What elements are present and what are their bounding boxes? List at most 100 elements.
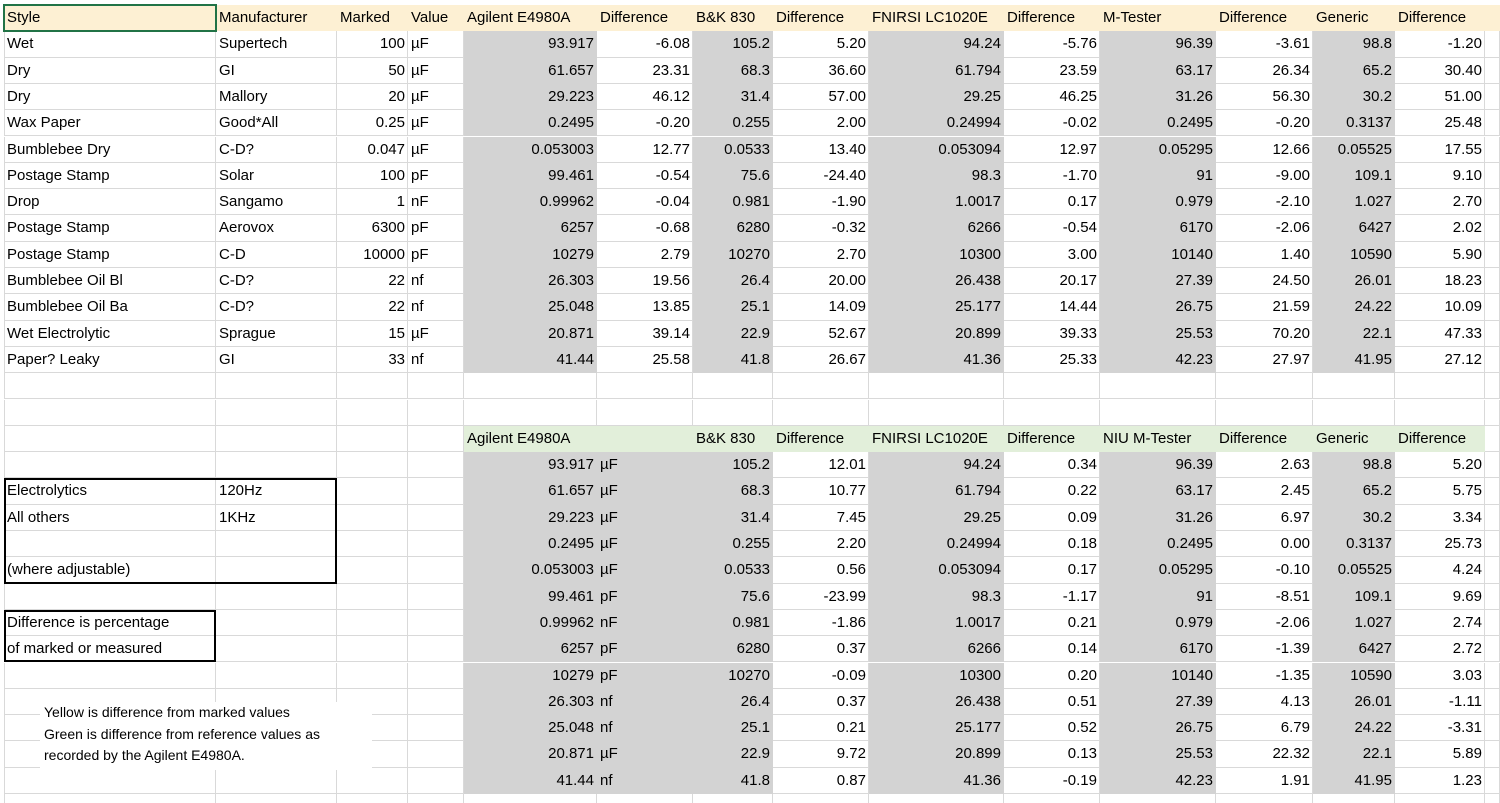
cell	[337, 452, 408, 479]
cell	[4, 136, 216, 163]
cell-text: 46.12	[652, 87, 690, 105]
cell-text: 25.58	[652, 350, 690, 368]
cell-text: µF	[411, 114, 429, 132]
cell-text: 26.4	[740, 692, 770, 710]
cell-text: 6.79	[1280, 719, 1310, 737]
cell	[1100, 504, 1216, 531]
cell	[773, 504, 869, 531]
cell-text: µF	[600, 561, 618, 579]
cell-text: 5.20	[1452, 456, 1482, 474]
cell-text: B&K 830	[696, 429, 756, 447]
cell-text: 26.4	[740, 272, 770, 289]
cell-text: 70.20	[1272, 324, 1310, 342]
cell	[464, 662, 597, 689]
cell	[464, 162, 597, 190]
cell	[869, 794, 1004, 803]
cell	[597, 531, 693, 558]
cell	[1485, 215, 1500, 242]
cell	[408, 531, 464, 558]
cell-text: of marked or measured	[7, 640, 163, 658]
cell-text: -0.19	[1062, 771, 1097, 789]
cell	[597, 320, 693, 347]
cell	[1395, 162, 1485, 190]
cell	[693, 399, 773, 426]
cell	[216, 241, 337, 268]
cell-text: Difference	[1007, 9, 1076, 26]
cell	[464, 478, 597, 505]
cell	[1313, 688, 1395, 716]
cell	[1100, 346, 1216, 374]
cell	[1395, 294, 1485, 321]
cell-text: 29.25	[963, 87, 1001, 105]
cell	[1100, 583, 1216, 610]
cell	[337, 294, 408, 321]
cell	[216, 794, 337, 803]
cell-text: 0.56	[836, 561, 866, 579]
cell	[597, 373, 693, 400]
cell-text: C-D	[219, 245, 246, 263]
cell-text: 25.1	[740, 719, 770, 737]
cell-text: 65.2	[1362, 482, 1392, 500]
cell-text: -5.76	[1062, 35, 1097, 53]
cell	[1395, 504, 1485, 531]
cell-text: 0.52	[1067, 719, 1097, 737]
cell	[1216, 268, 1313, 295]
cell	[1216, 715, 1313, 742]
cell	[1313, 110, 1395, 137]
cell-text: 0.053094	[938, 140, 1001, 158]
cell	[773, 557, 869, 584]
cell-text: 0.2495	[548, 114, 594, 132]
cell-text: 0.09	[1067, 508, 1097, 526]
cell-text: 2.00	[836, 114, 866, 132]
cell	[216, 425, 337, 453]
cell-text: Manufacturer	[219, 9, 308, 26]
cell	[1216, 452, 1313, 479]
cell-text: 30.2	[1362, 87, 1392, 105]
cell-text: 14.09	[828, 298, 866, 316]
cell	[1216, 741, 1313, 768]
cell-text: nf	[600, 771, 613, 789]
cell	[773, 215, 869, 242]
cell	[337, 57, 408, 84]
cell	[1216, 531, 1313, 558]
cell-text: 0.3137	[1346, 535, 1392, 552]
cell	[337, 162, 408, 190]
frequency-box	[4, 478, 337, 584]
cell	[869, 268, 1004, 295]
cell	[408, 557, 464, 584]
cell	[1395, 399, 1485, 426]
cell	[1100, 215, 1216, 242]
cell	[337, 794, 408, 803]
cell	[4, 294, 216, 321]
cell	[1485, 715, 1500, 742]
cell-text: pF	[411, 219, 429, 237]
cell	[1395, 715, 1485, 742]
cell	[1313, 215, 1395, 242]
cell	[408, 399, 464, 426]
cell-text: 30.2	[1362, 508, 1392, 526]
cell-text: 26.34	[1272, 61, 1310, 79]
cell	[216, 662, 337, 689]
cell-text: 0.979	[1175, 193, 1213, 211]
cell-text: 13.85	[652, 298, 690, 316]
cell	[408, 294, 464, 321]
cell	[1313, 425, 1395, 453]
cell	[1395, 452, 1485, 479]
cell-text: Sprague	[219, 324, 276, 342]
cell	[773, 110, 869, 137]
cell	[869, 399, 1004, 426]
cell-text: Agilent E4980A	[467, 429, 571, 447]
cell	[408, 583, 464, 610]
cell-text: nf	[600, 692, 613, 710]
cell	[1100, 294, 1216, 321]
cell-text: nf	[411, 272, 424, 289]
cell	[1395, 346, 1485, 374]
cell	[1004, 31, 1100, 58]
cell-text: 1.0017	[955, 613, 1001, 631]
cell-text: Wet Electrolytic	[7, 324, 111, 342]
cell	[4, 346, 216, 374]
cell	[337, 373, 408, 400]
cell	[408, 609, 464, 637]
cell-text: 31.26	[1175, 508, 1213, 526]
cell	[869, 294, 1004, 321]
